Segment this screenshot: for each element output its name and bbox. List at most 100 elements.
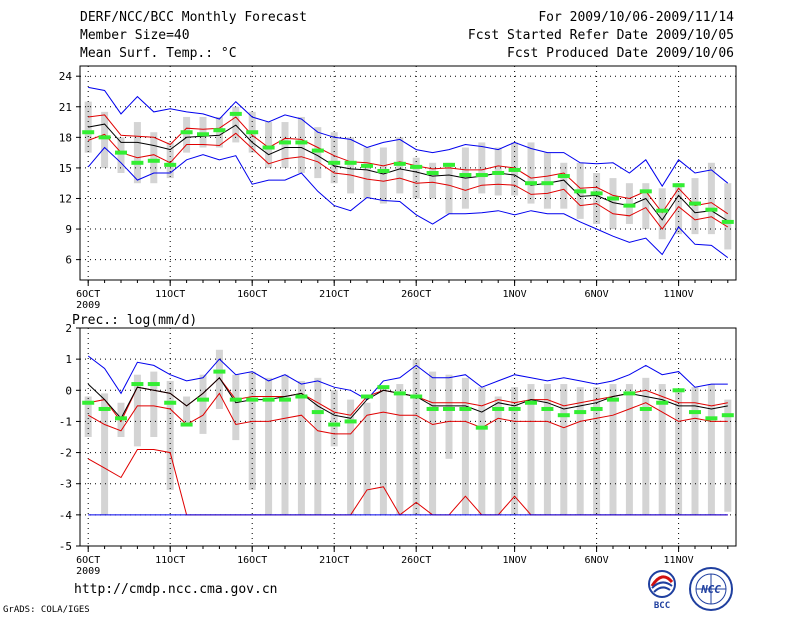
panel1-member-range-bar: [691, 178, 699, 235]
panel1-x-tick-label: 11NOV: [664, 289, 694, 300]
panel1-y-tick-label: 18: [59, 131, 72, 144]
panel1-y-tick-label: 9: [65, 223, 72, 236]
panel2-member-range-bar: [199, 374, 207, 434]
panel2-member-range-bar: [84, 396, 92, 437]
panel2-member-range-bar: [314, 377, 322, 515]
panel2-ensemble-marker: [262, 397, 275, 402]
source-url[interactable]: http://cmdp.ncc.cma.gov.cn: [74, 582, 278, 597]
panel2-member-range-bar: [658, 384, 666, 515]
panel2-ensemble-marker: [180, 422, 193, 427]
panel1-member-range-bar: [101, 111, 109, 168]
panel1-member-range-bar: [429, 162, 437, 199]
panel2-member-range-bar: [511, 387, 519, 515]
panel1-x-tick-label: 1NOV: [503, 289, 527, 300]
panel1-ensemble-marker: [721, 219, 734, 224]
panel2-ensemble-marker: [443, 406, 455, 411]
panel1-ensemble-marker: [590, 191, 603, 196]
panel2-title: Prec.: log(mm/d): [72, 313, 197, 328]
panel1-ensemble-marker: [607, 196, 619, 201]
panel2-member-range-bar: [543, 384, 551, 515]
panel1-ensemble-marker: [180, 130, 193, 135]
panel2-ensemble-marker: [393, 391, 406, 396]
member-size: Member Size=40: [80, 28, 190, 43]
panel1-ensemble-marker: [246, 130, 259, 135]
panel1-y-tick-label: 15: [59, 162, 72, 175]
panel1-x-tick-label: 21OCT: [319, 289, 349, 300]
panel1-ensemble-marker: [525, 181, 537, 186]
panel1-y-tick-label: 6: [65, 254, 72, 267]
panel1-member-range-bar: [642, 183, 650, 230]
panel1-member-range-bar: [297, 116, 305, 173]
panel2-member-range-bar: [593, 387, 601, 515]
panel1-ensemble-marker: [443, 162, 455, 167]
panel2-ensemble-marker: [656, 400, 669, 405]
panel2-member-range-bar: [675, 390, 683, 515]
panel1-member-range-bar: [658, 188, 666, 240]
panel1-member-range-bar: [215, 116, 223, 148]
panel2-member-range-bar: [412, 359, 420, 515]
panel1-member-range-bar: [265, 122, 273, 168]
panel2-ensemble-marker: [705, 416, 718, 421]
panel1-ensemble-marker: [393, 161, 406, 166]
panel2-series-ensemble-mean: [87, 377, 728, 420]
panel2-ensemble-marker: [459, 406, 472, 411]
panel1-plot-frame: [79, 65, 737, 281]
panel2-ensemble-marker: [279, 397, 291, 402]
panel1-member-range-bar: [527, 142, 535, 204]
panel1-x-tick-label: 6NOV: [585, 289, 609, 300]
panel2-member-range-bar: [215, 349, 223, 409]
panel1-member-range-bar: [478, 142, 486, 194]
panel1-ensemble-marker: [705, 207, 718, 212]
panel2-x-tick-label: 6NOV: [585, 555, 609, 566]
panel2-y-tick-label: 2: [65, 322, 72, 335]
variable-label: Mean Surf. Temp.: °C: [80, 46, 237, 61]
ncc-logo-text: NCC: [700, 583, 721, 596]
panel1-member-range-bar: [724, 183, 732, 250]
panel1-member-range-bar: [445, 162, 453, 214]
panel1-ensemble-marker: [361, 163, 373, 168]
panel2-ensemble-marker: [98, 406, 111, 411]
panel1-ensemble-marker: [147, 158, 160, 163]
panel1-x-tick-label: 16OCT: [237, 289, 267, 300]
panel2-ensemble-marker: [361, 394, 373, 399]
bcc-logo-text: BCC: [654, 601, 670, 610]
panel1-member-range-bar: [199, 116, 207, 148]
panel2-member-range-bar: [625, 384, 633, 515]
panel2-member-range-bar: [724, 399, 732, 512]
panel1-ensemble-marker: [377, 168, 390, 173]
panel1-x-tick-label: 6OCT: [76, 289, 100, 300]
forecast-produced-date: Fcst Produced Date 2009/10/06: [507, 46, 734, 61]
panel1-ensemble-marker: [574, 189, 587, 194]
panel2-ensemble-marker: [541, 406, 554, 411]
panel1-ensemble-marker: [557, 174, 570, 179]
panel1-series-minimum: [87, 146, 729, 259]
panel1-ensemble-marker: [475, 173, 488, 178]
panel2-member-range-bar: [347, 399, 355, 515]
panel2-x-tick-label: 26OCT: [401, 555, 431, 566]
panel2-member-range-bar: [461, 377, 469, 515]
panel1-ensemble-marker: [98, 135, 111, 140]
panel2-member-range-bar: [101, 393, 109, 515]
panel1-member-range-bar: [363, 147, 371, 199]
panel2-member-range-bar: [281, 374, 289, 515]
panel2-y-tick-label: -2: [59, 447, 72, 460]
panel2-member-range-bar: [379, 387, 387, 515]
panel1-ensemble-marker: [197, 132, 209, 137]
panel2-member-range-bar: [150, 371, 158, 437]
panel1-member-range-bar: [543, 152, 551, 209]
panel1-series-lower-spread: [88, 132, 729, 230]
panel1-series-upper-spread: [88, 114, 729, 215]
panel2-ensemble-marker: [229, 397, 242, 402]
panel2-plot-frame: [79, 327, 737, 547]
panel1-member-range-bar: [347, 137, 355, 194]
panel1-x-tick-label: 26OCT: [401, 289, 431, 300]
panel2-ensemble-marker: [377, 385, 390, 390]
panel1-member-range-bar: [379, 147, 387, 204]
panel2-ensemble-marker: [131, 382, 144, 387]
panel1-x-tick-label: 11OCT: [155, 289, 185, 300]
panel2-member-range-bar: [183, 396, 191, 425]
panel2-member-range-bar: [396, 384, 404, 515]
panel1-member-range-bar: [183, 116, 191, 153]
panel1-member-range-bar: [84, 101, 92, 153]
panel1-ensemble-marker: [410, 164, 423, 169]
